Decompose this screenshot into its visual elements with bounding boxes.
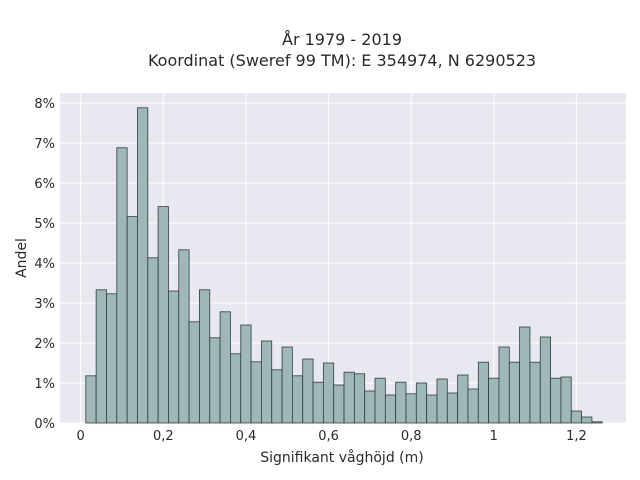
histogram-bar (353, 373, 366, 424)
histogram-bar (374, 377, 386, 424)
histogram-bar (395, 381, 407, 424)
y-tick-label: 1% (34, 377, 55, 392)
histogram-bar (126, 216, 138, 424)
histogram-bar (168, 290, 180, 424)
x-tick-label: 0,8 (401, 429, 422, 444)
histogram-bar (405, 393, 417, 424)
histogram-bar (271, 369, 283, 424)
histogram-bar (364, 390, 376, 424)
y-tick-labels: 0% 1% 2% 3% 4% 5% 6% 7% 8% (34, 97, 55, 432)
histogram-bar (384, 394, 397, 424)
histogram-bar (426, 394, 438, 424)
histogram-bar (322, 362, 335, 424)
histogram-bar (333, 384, 345, 424)
histogram-bar (250, 361, 262, 424)
y-tick-label: 8% (34, 97, 55, 112)
histogram-bars (85, 107, 603, 424)
histogram-bar (343, 371, 355, 424)
y-axis-title: Andel (14, 238, 30, 278)
x-tick-label: 0,6 (318, 429, 339, 444)
y-tick-label: 3% (34, 297, 55, 312)
histogram-bar (539, 336, 552, 424)
chart-title-line1: År 1979 - 2019 (282, 30, 402, 49)
histogram-bar (312, 381, 324, 424)
histogram-bar (477, 361, 490, 424)
histogram-bar (147, 257, 159, 424)
x-tick-labels: 0 0,2 0,4 0,6 0,8 1 1,2 (77, 429, 587, 444)
histogram-bar (498, 346, 510, 424)
histogram-bar (591, 421, 603, 424)
x-tick-label: 1 (490, 429, 498, 444)
histogram-bar (508, 361, 521, 424)
x-tick-label: 1,2 (566, 429, 587, 444)
histogram-bar (457, 374, 469, 424)
histogram-bar (581, 416, 593, 424)
histogram-bar (230, 353, 242, 424)
histogram-bar (188, 321, 200, 424)
histogram-bar (209, 337, 221, 424)
histogram-bar (95, 289, 107, 424)
histogram-bar (570, 410, 582, 424)
histogram-bar (157, 206, 169, 424)
x-tick-label: 0,4 (236, 429, 257, 444)
y-tick-label: 6% (34, 177, 55, 192)
histogram-bar (519, 326, 531, 424)
histogram-bar (446, 392, 459, 424)
histogram-bar (261, 340, 273, 424)
histogram-bar (560, 376, 572, 424)
y-tick-label: 2% (34, 337, 55, 352)
histogram-bar (178, 249, 190, 424)
histogram-bar (281, 346, 293, 424)
histogram-bar (467, 388, 479, 424)
histogram-bar (106, 293, 118, 424)
histogram-bar (415, 382, 428, 424)
histogram-bar (488, 377, 500, 424)
histogram-bar (302, 358, 314, 424)
histogram-bar (85, 375, 97, 424)
histogram-bar (550, 377, 562, 424)
histogram-bar (219, 311, 231, 424)
histogram-bar (116, 147, 128, 424)
x-axis-title: Signifikant våghöjd (m) (260, 449, 423, 466)
x-tick-label: 0 (77, 429, 85, 444)
y-tick-label: 5% (34, 217, 55, 232)
histogram-bar (529, 361, 541, 424)
y-tick-label: 7% (34, 137, 55, 152)
histogram-bar (291, 375, 304, 424)
y-tick-label: 0% (34, 417, 55, 432)
histogram-bar (137, 107, 149, 424)
chart-title-line2: Koordinat (Sweref 99 TM): E 354974, N 62… (148, 51, 536, 70)
histogram-bar (436, 378, 448, 424)
y-tick-label: 4% (34, 257, 55, 272)
x-tick-label: 0,2 (153, 429, 174, 444)
histogram-bar (199, 289, 211, 424)
histogram-bar (240, 324, 252, 424)
